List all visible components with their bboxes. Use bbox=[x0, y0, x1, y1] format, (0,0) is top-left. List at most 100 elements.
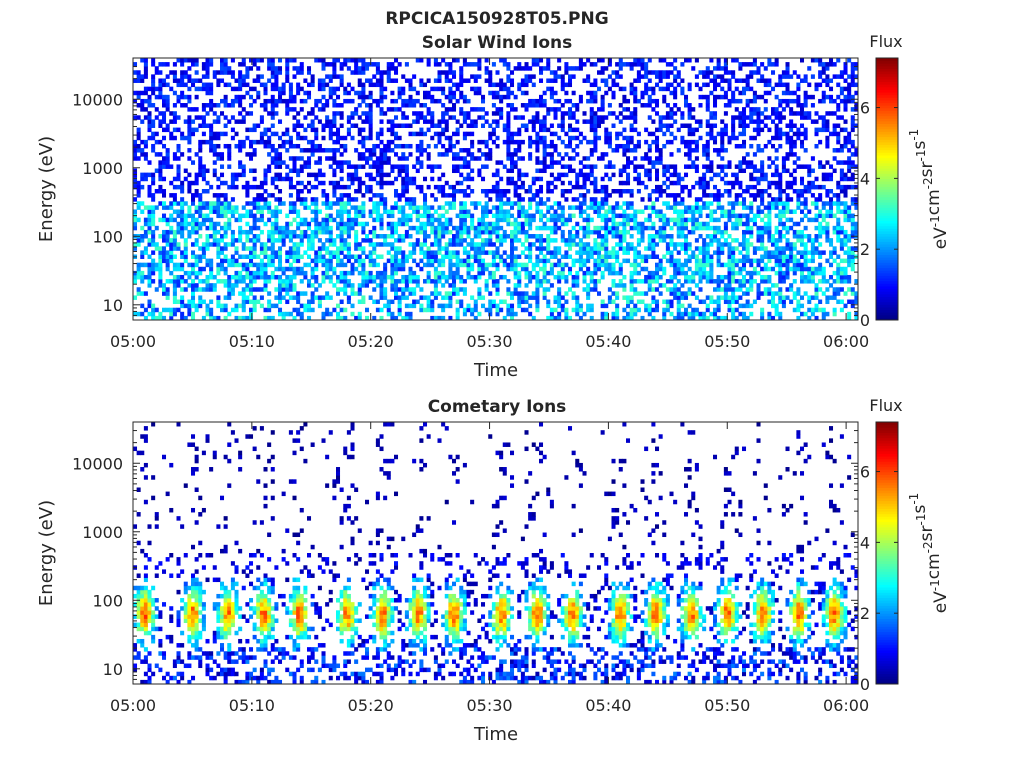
heatmap-cell bbox=[647, 86, 652, 92]
heatmap-cell bbox=[372, 82, 377, 88]
heatmap-cell bbox=[491, 213, 496, 219]
heatmap-cell bbox=[560, 103, 565, 108]
heatmap-cell bbox=[198, 266, 203, 272]
heatmap-cell bbox=[383, 180, 388, 186]
heatmap-cell bbox=[528, 156, 533, 161]
heatmap-cell bbox=[238, 229, 243, 235]
heatmap-cell bbox=[694, 209, 699, 214]
heatmap-cell bbox=[644, 139, 649, 145]
heatmap-cell bbox=[281, 143, 286, 149]
heatmap-cell bbox=[339, 66, 344, 71]
heatmap-cell bbox=[629, 234, 634, 239]
heatmap-cell bbox=[531, 115, 536, 120]
heatmap-cell bbox=[303, 115, 308, 120]
heatmap-cell bbox=[684, 143, 689, 149]
heatmap-cell bbox=[401, 250, 406, 255]
heatmap-cell bbox=[314, 229, 319, 235]
heatmap-cell bbox=[227, 205, 232, 210]
heatmap-cell bbox=[495, 225, 500, 231]
heatmap-cell bbox=[506, 143, 511, 149]
heatmap-cell bbox=[212, 172, 217, 178]
heatmap-cell bbox=[397, 135, 402, 141]
heatmap-cell bbox=[488, 131, 493, 137]
heatmap-cell bbox=[361, 193, 366, 198]
heatmap-cell bbox=[350, 266, 355, 272]
heatmap-cell bbox=[143, 66, 148, 71]
heatmap-cell bbox=[317, 229, 322, 235]
heatmap-cell bbox=[499, 254, 504, 259]
heatmap-cell bbox=[136, 127, 141, 133]
heatmap-cell bbox=[470, 86, 475, 92]
heatmap-cell bbox=[415, 184, 420, 190]
heatmap-cell bbox=[220, 172, 225, 178]
heatmap-cell bbox=[615, 315, 620, 321]
heatmap-cell bbox=[143, 139, 148, 145]
heatmap-cell bbox=[267, 254, 272, 259]
heatmap-cell bbox=[292, 274, 297, 280]
heatmap-cell bbox=[317, 148, 322, 153]
heatmap-cell bbox=[234, 279, 239, 284]
heatmap-cell bbox=[346, 258, 351, 264]
heatmap-cell bbox=[535, 193, 540, 198]
heatmap-cell bbox=[285, 287, 290, 292]
heatmap-cell bbox=[669, 152, 674, 157]
heatmap-cell bbox=[615, 234, 620, 239]
heatmap-cell bbox=[375, 213, 380, 219]
heatmap-cell bbox=[578, 250, 583, 255]
heatmap-cell bbox=[524, 217, 529, 223]
heatmap-cell bbox=[426, 78, 431, 83]
heatmap-cell bbox=[176, 209, 181, 214]
heatmap-cell bbox=[365, 238, 370, 243]
heatmap-cell bbox=[350, 303, 355, 309]
heatmap-cell bbox=[466, 172, 471, 178]
heatmap-cell bbox=[198, 172, 203, 178]
heatmap-cell bbox=[281, 176, 286, 182]
heatmap-cell bbox=[169, 201, 174, 206]
heatmap-cell bbox=[259, 139, 264, 145]
heatmap-cell bbox=[694, 205, 699, 210]
heatmap-cell bbox=[629, 123, 634, 128]
heatmap-cell bbox=[491, 90, 496, 96]
heatmap-cell bbox=[140, 291, 145, 296]
heatmap-cell bbox=[194, 205, 199, 210]
heatmap-cell bbox=[597, 115, 602, 120]
heatmap-cell bbox=[394, 107, 399, 112]
heatmap-cell bbox=[162, 98, 167, 104]
heatmap-cell bbox=[437, 315, 442, 321]
heatmap-cell bbox=[655, 139, 660, 145]
heatmap-cell bbox=[274, 103, 279, 108]
heatmap-cell bbox=[597, 279, 602, 284]
heatmap-cell bbox=[426, 107, 431, 112]
heatmap-cell bbox=[249, 279, 254, 284]
heatmap-cell bbox=[528, 189, 533, 194]
heatmap-cell bbox=[600, 270, 605, 276]
heatmap-cell bbox=[205, 303, 210, 309]
heatmap-cell bbox=[502, 213, 507, 219]
heatmap-cell bbox=[484, 209, 489, 214]
heatmap-cell bbox=[332, 160, 337, 165]
heatmap-cell bbox=[314, 221, 319, 227]
heatmap-cell bbox=[433, 270, 438, 276]
heatmap-cell bbox=[665, 242, 670, 247]
heatmap-cell bbox=[546, 246, 551, 251]
heatmap-cell bbox=[227, 221, 232, 227]
heatmap-cell bbox=[647, 246, 652, 251]
heatmap-cell bbox=[397, 279, 402, 284]
heatmap-cell bbox=[256, 234, 261, 239]
heatmap-cell bbox=[165, 103, 170, 108]
heatmap-cell bbox=[629, 62, 634, 67]
heatmap-cell bbox=[278, 250, 283, 255]
heatmap-cell bbox=[415, 217, 420, 223]
heatmap-cell bbox=[557, 201, 562, 206]
heatmap-cell bbox=[209, 221, 214, 227]
heatmap-cell bbox=[571, 184, 576, 190]
heatmap-cell bbox=[394, 78, 399, 83]
heatmap-cell bbox=[687, 115, 692, 120]
heatmap-cell bbox=[636, 238, 641, 243]
heatmap-cell bbox=[245, 283, 250, 288]
heatmap-cell bbox=[252, 123, 257, 128]
heatmap-cell bbox=[455, 58, 460, 63]
heatmap-cell bbox=[604, 217, 609, 223]
heatmap-cell bbox=[575, 258, 580, 264]
heatmap-cell bbox=[288, 246, 293, 251]
